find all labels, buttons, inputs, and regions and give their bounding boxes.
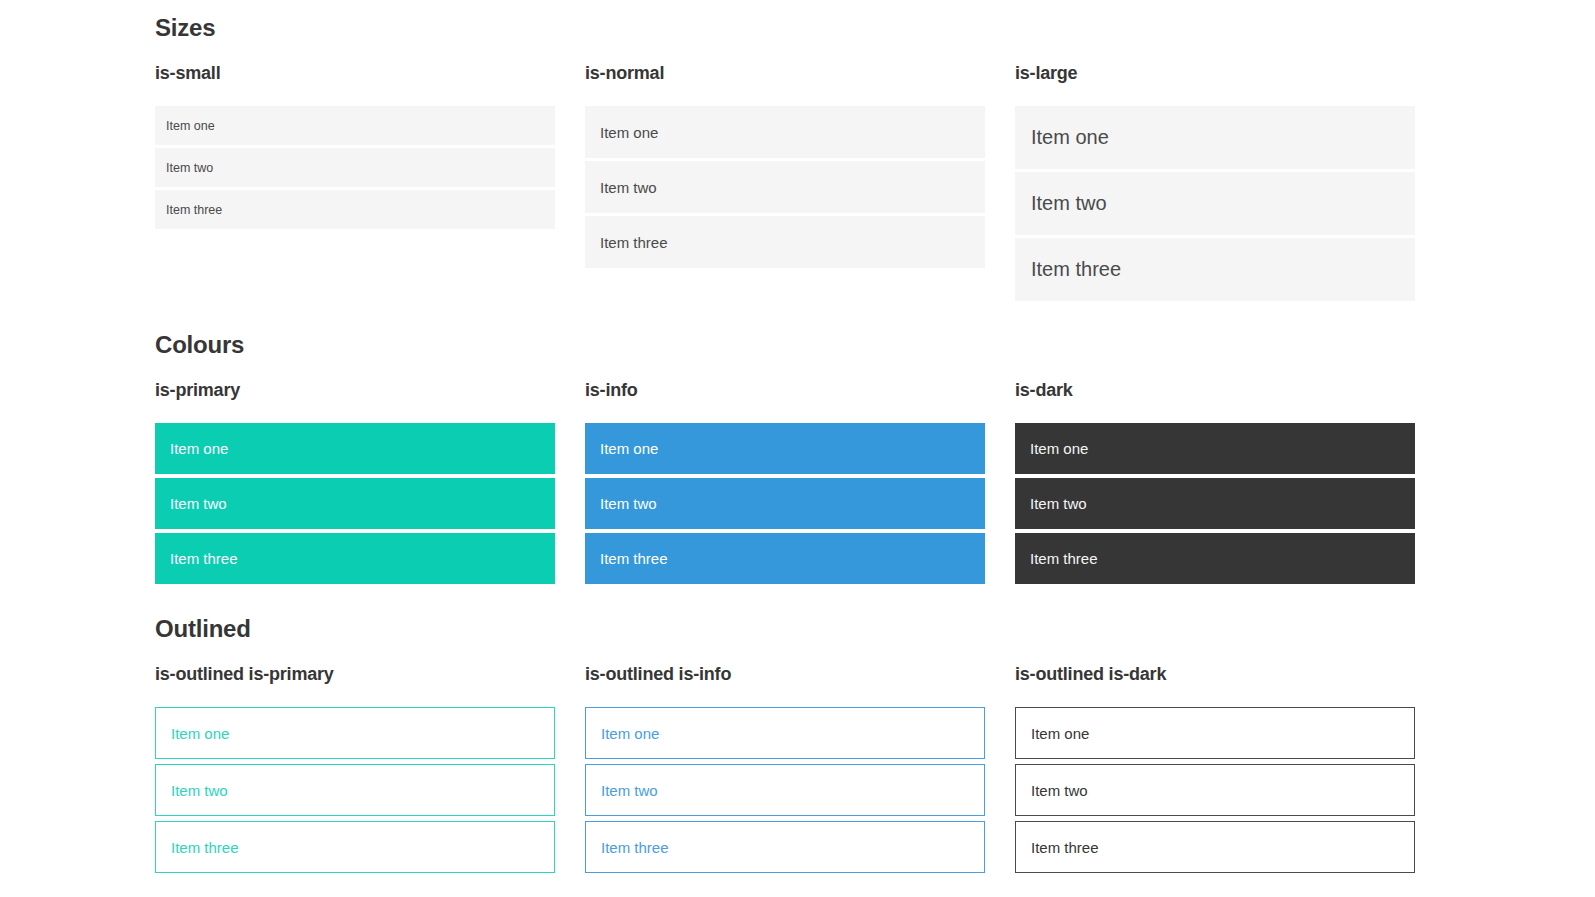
group-is-info: is-info Item one Item two Item three	[585, 380, 985, 588]
list-item[interactable]: Item one	[585, 707, 985, 759]
group-heading: is-outlined is-dark	[1015, 664, 1415, 685]
list-item[interactable]: Item two	[155, 764, 555, 816]
list-dark: Item one Item two Item three	[1015, 423, 1415, 584]
colours-row: is-primary Item one Item two Item three …	[155, 380, 1415, 588]
group-heading: is-outlined is-primary	[155, 664, 555, 685]
list-item[interactable]: Item three	[1015, 533, 1415, 584]
list-item[interactable]: Item three	[585, 821, 985, 873]
list-outlined-info: Item one Item two Item three	[585, 707, 985, 873]
list-item[interactable]: Item two	[585, 478, 985, 529]
list-normal: Item one Item two Item three	[585, 106, 985, 268]
section-title: Colours	[155, 331, 1415, 359]
list-item[interactable]: Item one	[155, 707, 555, 759]
section-title: Outlined	[155, 615, 1415, 643]
list-primary: Item one Item two Item three	[155, 423, 555, 584]
group-is-primary: is-primary Item one Item two Item three	[155, 380, 555, 588]
sizes-row: is-small Item one Item two Item three is…	[155, 63, 1415, 304]
list-item[interactable]: Item two	[1015, 478, 1415, 529]
group-heading: is-outlined is-info	[585, 664, 985, 685]
group-is-dark: is-dark Item one Item two Item three	[1015, 380, 1415, 588]
section-title: Sizes	[155, 14, 1415, 42]
section-colours: Colours is-primary Item one Item two Ite…	[155, 331, 1415, 588]
group-is-normal: is-normal Item one Item two Item three	[585, 63, 985, 271]
list-item[interactable]: Item one	[585, 106, 985, 158]
list-item[interactable]: Item two	[585, 161, 985, 213]
group-heading: is-large	[1015, 63, 1415, 84]
list-item[interactable]: Item one	[585, 423, 985, 474]
list-item[interactable]: Item two	[155, 148, 555, 187]
list-small: Item one Item two Item three	[155, 106, 555, 229]
group-heading: is-dark	[1015, 380, 1415, 401]
page: Sizes is-small Item one Item two Item th…	[0, 0, 1595, 897]
list-item[interactable]: Item one	[1015, 106, 1415, 169]
group-outlined-info: is-outlined is-info Item one Item two It…	[585, 664, 985, 878]
list-item[interactable]: Item two	[585, 764, 985, 816]
group-heading: is-normal	[585, 63, 985, 84]
list-item[interactable]: Item one	[1015, 423, 1415, 474]
list-item[interactable]: Item three	[155, 190, 555, 229]
list-outlined-primary: Item one Item two Item three	[155, 707, 555, 873]
list-info: Item one Item two Item three	[585, 423, 985, 584]
list-item[interactable]: Item one	[155, 423, 555, 474]
group-heading: is-primary	[155, 380, 555, 401]
list-outlined-dark: Item one Item two Item three	[1015, 707, 1415, 873]
list-item[interactable]: Item two	[1015, 764, 1415, 816]
section-sizes: Sizes is-small Item one Item two Item th…	[155, 14, 1415, 304]
list-item[interactable]: Item three	[585, 533, 985, 584]
list-item[interactable]: Item three	[1015, 238, 1415, 301]
list-item[interactable]: Item one	[155, 106, 555, 145]
list-item[interactable]: Item three	[585, 216, 985, 268]
list-item[interactable]: Item three	[155, 821, 555, 873]
outlined-row: is-outlined is-primary Item one Item two…	[155, 664, 1415, 878]
list-item[interactable]: Item two	[1015, 172, 1415, 235]
group-heading: is-small	[155, 63, 555, 84]
section-outlined: Outlined is-outlined is-primary Item one…	[155, 615, 1415, 878]
group-is-small: is-small Item one Item two Item three	[155, 63, 555, 232]
list-item[interactable]: Item three	[1015, 821, 1415, 873]
group-outlined-dark: is-outlined is-dark Item one Item two It…	[1015, 664, 1415, 878]
list-item[interactable]: Item three	[155, 533, 555, 584]
list-large: Item one Item two Item three	[1015, 106, 1415, 301]
list-item[interactable]: Item one	[1015, 707, 1415, 759]
group-outlined-primary: is-outlined is-primary Item one Item two…	[155, 664, 555, 878]
group-heading: is-info	[585, 380, 985, 401]
group-is-large: is-large Item one Item two Item three	[1015, 63, 1415, 304]
list-item[interactable]: Item two	[155, 478, 555, 529]
